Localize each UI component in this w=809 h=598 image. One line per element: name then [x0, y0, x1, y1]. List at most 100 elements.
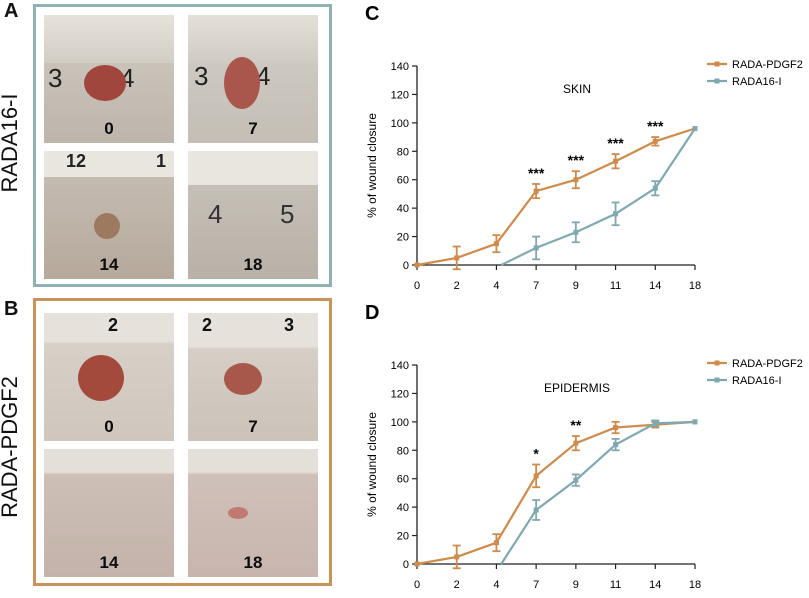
data-point-pdgf [652, 138, 658, 144]
day-label: 0 [104, 417, 114, 436]
series-line-pdgf [416, 420, 696, 566]
ruler-number: 2 [202, 315, 213, 335]
data-point-rada [613, 442, 619, 448]
x-tick-label: 4 [493, 280, 499, 292]
significance-marker: *** [647, 118, 664, 134]
legend-label: RADA16-I [732, 375, 782, 387]
y-tick-label: 40 [397, 502, 409, 514]
x-tick-label: 14 [649, 280, 661, 292]
data-point-pdgf [454, 554, 460, 560]
y-tick-label: 20 [397, 232, 409, 244]
significance-marker: *** [568, 152, 585, 168]
ruler-number: 4 [208, 199, 223, 229]
ruler-number: 1 [156, 151, 167, 171]
y-tick-label: 100 [391, 118, 409, 130]
wound [224, 363, 262, 395]
ruler: 3 4 [188, 15, 318, 91]
legend-label: RADA16-I [732, 76, 782, 88]
data-point-pdgf [573, 177, 579, 183]
data-point-pdgf [573, 440, 579, 446]
data-point-pdgf [414, 561, 420, 567]
y-axis-label: % of wound closure [365, 412, 379, 517]
group-label-rada16: RADA16-I [0, 93, 22, 193]
data-point-rada [533, 245, 539, 251]
photo-rada16-day18: 4 5 18 [188, 151, 318, 279]
series-line-pdgf [416, 127, 696, 267]
legend-label: RADA-PDGF2 [732, 358, 803, 370]
day-label: 7 [248, 119, 258, 138]
data-point-pdgf [414, 262, 420, 268]
legend-swatch-marker [714, 78, 720, 84]
y-tick-label: 0 [403, 260, 409, 272]
y-tick-label: 80 [397, 445, 409, 457]
day-label: 7 [248, 417, 258, 436]
data-point-rada [573, 229, 579, 235]
chart-title: SKIN [563, 82, 591, 96]
day-label: 18 [243, 553, 263, 572]
photo-pdgf2-day0: 2 0 [44, 313, 174, 441]
legend-swatch-marker [714, 61, 720, 67]
chart-title: EPIDERMIS [544, 381, 610, 395]
significance-marker: * [533, 446, 539, 462]
x-tick-label: 11 [610, 579, 621, 591]
data-point-rada [652, 185, 658, 191]
y-axis-label: % of wound closure [365, 113, 379, 218]
series-line-rada [500, 127, 696, 266]
ruler-number: 5 [280, 199, 295, 229]
photo-rada16-day14: 12 1 14 [44, 151, 174, 279]
data-point-pdgf [533, 473, 539, 479]
y-tick-label: 140 [391, 360, 409, 372]
day-label: 14 [99, 255, 119, 274]
series-line-rada [500, 420, 696, 565]
data-point-rada [613, 211, 619, 217]
data-point-pdgf [493, 540, 499, 546]
wound [94, 213, 120, 239]
legend-swatch-marker [714, 360, 720, 366]
ruler-number: 3 [194, 61, 209, 91]
x-tick-label: 0 [414, 280, 420, 292]
legend-label: RADA-PDGF2 [732, 59, 803, 71]
photo-rada16-day7: 3 4 7 [188, 15, 318, 143]
ruler: 3 4 [44, 15, 174, 93]
x-tick-label: 9 [573, 280, 579, 292]
data-point-pdgf [493, 241, 499, 247]
ruler-number: 12 [66, 151, 87, 171]
wound [224, 57, 260, 109]
wound [84, 65, 126, 101]
photo-pdgf2-day7: 2 3 7 [188, 313, 318, 441]
data-point-pdgf [533, 188, 539, 194]
ruler-number: 3 [48, 63, 63, 93]
data-point-rada [652, 420, 658, 426]
x-tick-label: 7 [533, 280, 539, 292]
data-point-pdgf [613, 425, 619, 431]
y-tick-label: 120 [391, 388, 409, 400]
panel-letter-a: A [4, 0, 19, 22]
ruler: 12 1 [44, 151, 174, 177]
data-point-rada [533, 507, 539, 513]
photo-rada16-day0: 3 4 0 [44, 15, 174, 143]
chart-skin: C02040608010012014002479111418day post i… [365, 3, 803, 292]
x-tick-label: 18 [689, 579, 701, 591]
significance-marker: *** [607, 135, 624, 151]
x-tick-label: 18 [689, 280, 701, 292]
y-tick-label: 40 [397, 203, 409, 215]
legend-swatch-marker [714, 377, 720, 383]
x-tick-label: 11 [610, 280, 621, 292]
x-tick-label: 4 [493, 579, 499, 591]
ruler-number: 3 [284, 315, 295, 335]
photo-panel-rada-pdgf2: 2 0 2 3 7 14 18 [33, 298, 332, 586]
day-label: 18 [243, 255, 263, 274]
y-tick-label: 0 [403, 559, 409, 571]
day-label: 0 [104, 119, 114, 138]
panel-letter: C [365, 3, 379, 25]
y-tick-label: 80 [397, 146, 409, 158]
significance-marker: ** [570, 417, 581, 433]
x-tick-label: 0 [414, 579, 420, 591]
data-point-pdgf [454, 255, 460, 261]
photo-pdgf2-day14: 14 [44, 449, 174, 577]
data-point-rada [692, 126, 698, 132]
y-tick-label: 120 [391, 89, 409, 101]
ruler [188, 151, 318, 185]
data-point-rada [573, 477, 579, 483]
x-tick-label: 14 [649, 579, 661, 591]
